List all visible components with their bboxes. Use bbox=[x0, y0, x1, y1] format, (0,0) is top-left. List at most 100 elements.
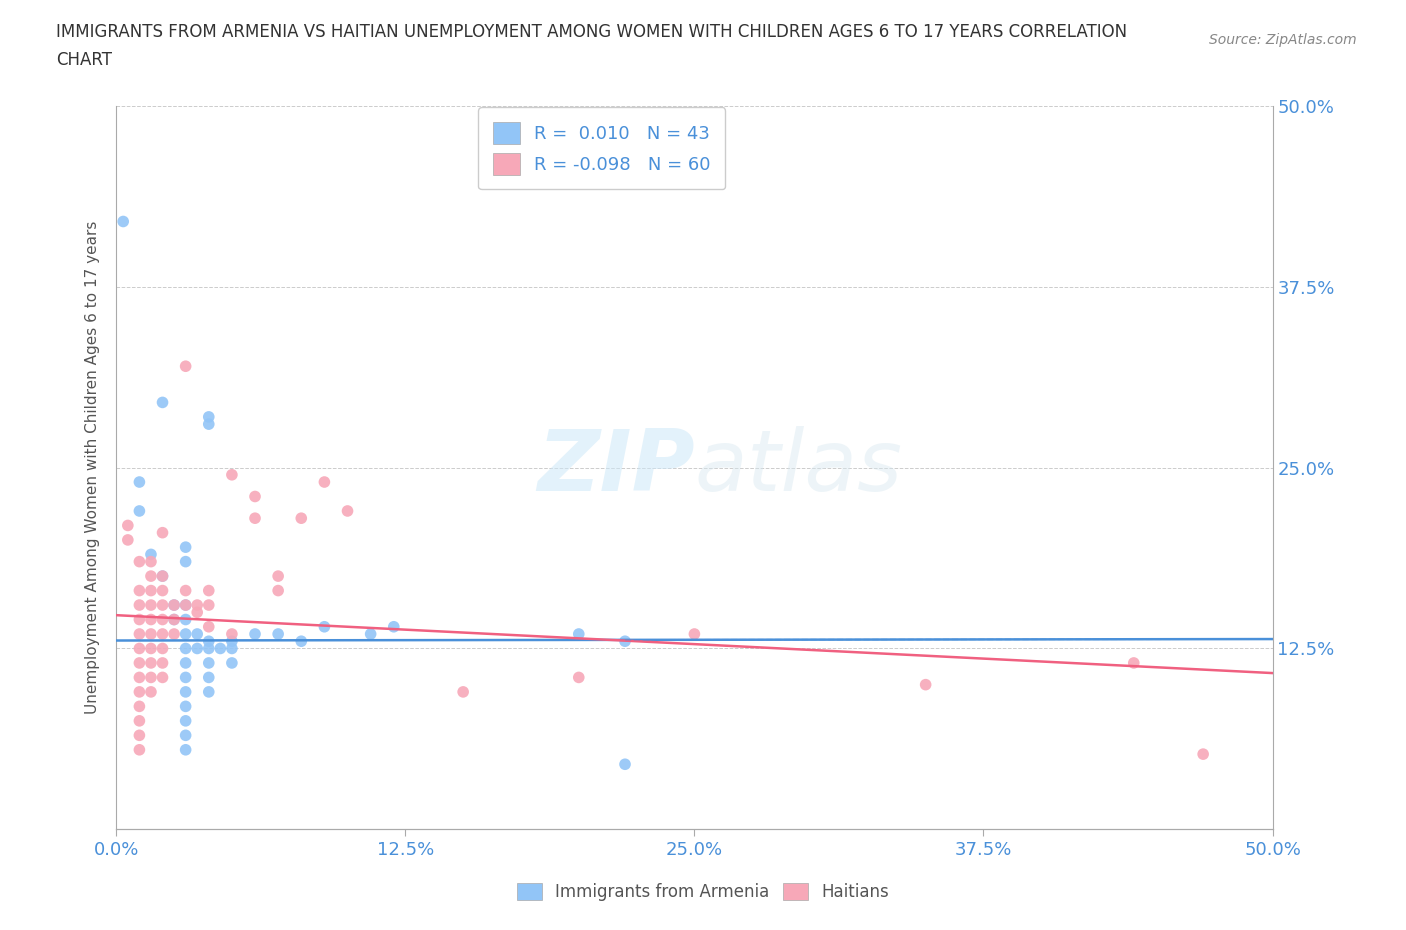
Point bbox=[174, 670, 197, 684]
Point bbox=[221, 468, 243, 483]
Point bbox=[152, 395, 174, 410]
Point bbox=[163, 598, 186, 613]
Point bbox=[128, 598, 150, 613]
Point bbox=[197, 670, 219, 684]
Text: ZIP: ZIP bbox=[537, 426, 695, 509]
Point bbox=[174, 699, 197, 714]
Point bbox=[186, 627, 208, 642]
Point bbox=[128, 684, 150, 699]
Point bbox=[112, 214, 135, 229]
Point bbox=[221, 641, 243, 656]
Point bbox=[152, 656, 174, 671]
Point bbox=[139, 612, 162, 627]
Point bbox=[568, 627, 591, 642]
Point bbox=[163, 598, 186, 613]
Point bbox=[186, 604, 208, 619]
Point bbox=[197, 417, 219, 432]
Point bbox=[267, 627, 290, 642]
Point bbox=[197, 641, 219, 656]
Point bbox=[197, 598, 219, 613]
Point bbox=[128, 699, 150, 714]
Point bbox=[186, 598, 208, 613]
Point bbox=[128, 656, 150, 671]
Point bbox=[128, 713, 150, 728]
Legend: Immigrants from Armenia, Haitians: Immigrants from Armenia, Haitians bbox=[510, 876, 896, 908]
Point bbox=[1192, 747, 1215, 762]
Point bbox=[139, 641, 162, 656]
Point bbox=[914, 677, 936, 692]
Point bbox=[128, 474, 150, 489]
Point bbox=[139, 627, 162, 642]
Point bbox=[221, 627, 243, 642]
Point bbox=[152, 612, 174, 627]
Point bbox=[290, 633, 312, 648]
Point bbox=[139, 568, 162, 583]
Point bbox=[174, 656, 197, 671]
Point bbox=[139, 554, 162, 569]
Point bbox=[128, 554, 150, 569]
Point bbox=[197, 633, 219, 648]
Point bbox=[139, 670, 162, 684]
Point bbox=[174, 583, 197, 598]
Point bbox=[152, 583, 174, 598]
Text: CHART: CHART bbox=[56, 51, 112, 69]
Point bbox=[174, 539, 197, 554]
Point bbox=[174, 612, 197, 627]
Point bbox=[174, 598, 197, 613]
Point bbox=[221, 656, 243, 671]
Point bbox=[128, 641, 150, 656]
Point bbox=[197, 656, 219, 671]
Point bbox=[197, 619, 219, 634]
Point bbox=[174, 728, 197, 743]
Point bbox=[314, 619, 336, 634]
Point bbox=[128, 627, 150, 642]
Point bbox=[1122, 656, 1144, 671]
Point bbox=[243, 511, 266, 525]
Point bbox=[197, 583, 219, 598]
Point bbox=[128, 503, 150, 518]
Point bbox=[128, 742, 150, 757]
Point bbox=[197, 409, 219, 424]
Point bbox=[152, 568, 174, 583]
Point bbox=[360, 627, 382, 642]
Point bbox=[139, 656, 162, 671]
Point bbox=[139, 598, 162, 613]
Point bbox=[614, 757, 637, 772]
Point bbox=[152, 525, 174, 540]
Point bbox=[128, 583, 150, 598]
Point bbox=[267, 583, 290, 598]
Point bbox=[152, 598, 174, 613]
Point bbox=[152, 627, 174, 642]
Point bbox=[568, 670, 591, 684]
Point bbox=[152, 670, 174, 684]
Point bbox=[163, 612, 186, 627]
Point bbox=[163, 612, 186, 627]
Point bbox=[186, 641, 208, 656]
Point bbox=[128, 670, 150, 684]
Text: Source: ZipAtlas.com: Source: ZipAtlas.com bbox=[1209, 33, 1357, 46]
Point bbox=[128, 728, 150, 743]
Point bbox=[117, 533, 139, 548]
Point bbox=[290, 511, 312, 525]
Point bbox=[336, 503, 359, 518]
Point bbox=[139, 547, 162, 562]
Point bbox=[174, 627, 197, 642]
Point bbox=[163, 627, 186, 642]
Point bbox=[152, 568, 174, 583]
Point bbox=[174, 554, 197, 569]
Point bbox=[382, 619, 405, 634]
Point bbox=[221, 633, 243, 648]
Point bbox=[174, 684, 197, 699]
Point bbox=[139, 684, 162, 699]
Point bbox=[139, 583, 162, 598]
Point bbox=[128, 612, 150, 627]
Point bbox=[174, 641, 197, 656]
Point bbox=[117, 518, 139, 533]
Point bbox=[314, 474, 336, 489]
Point bbox=[152, 641, 174, 656]
Point bbox=[174, 359, 197, 374]
Point bbox=[451, 684, 474, 699]
Point bbox=[683, 627, 706, 642]
Point bbox=[243, 489, 266, 504]
Point bbox=[267, 568, 290, 583]
